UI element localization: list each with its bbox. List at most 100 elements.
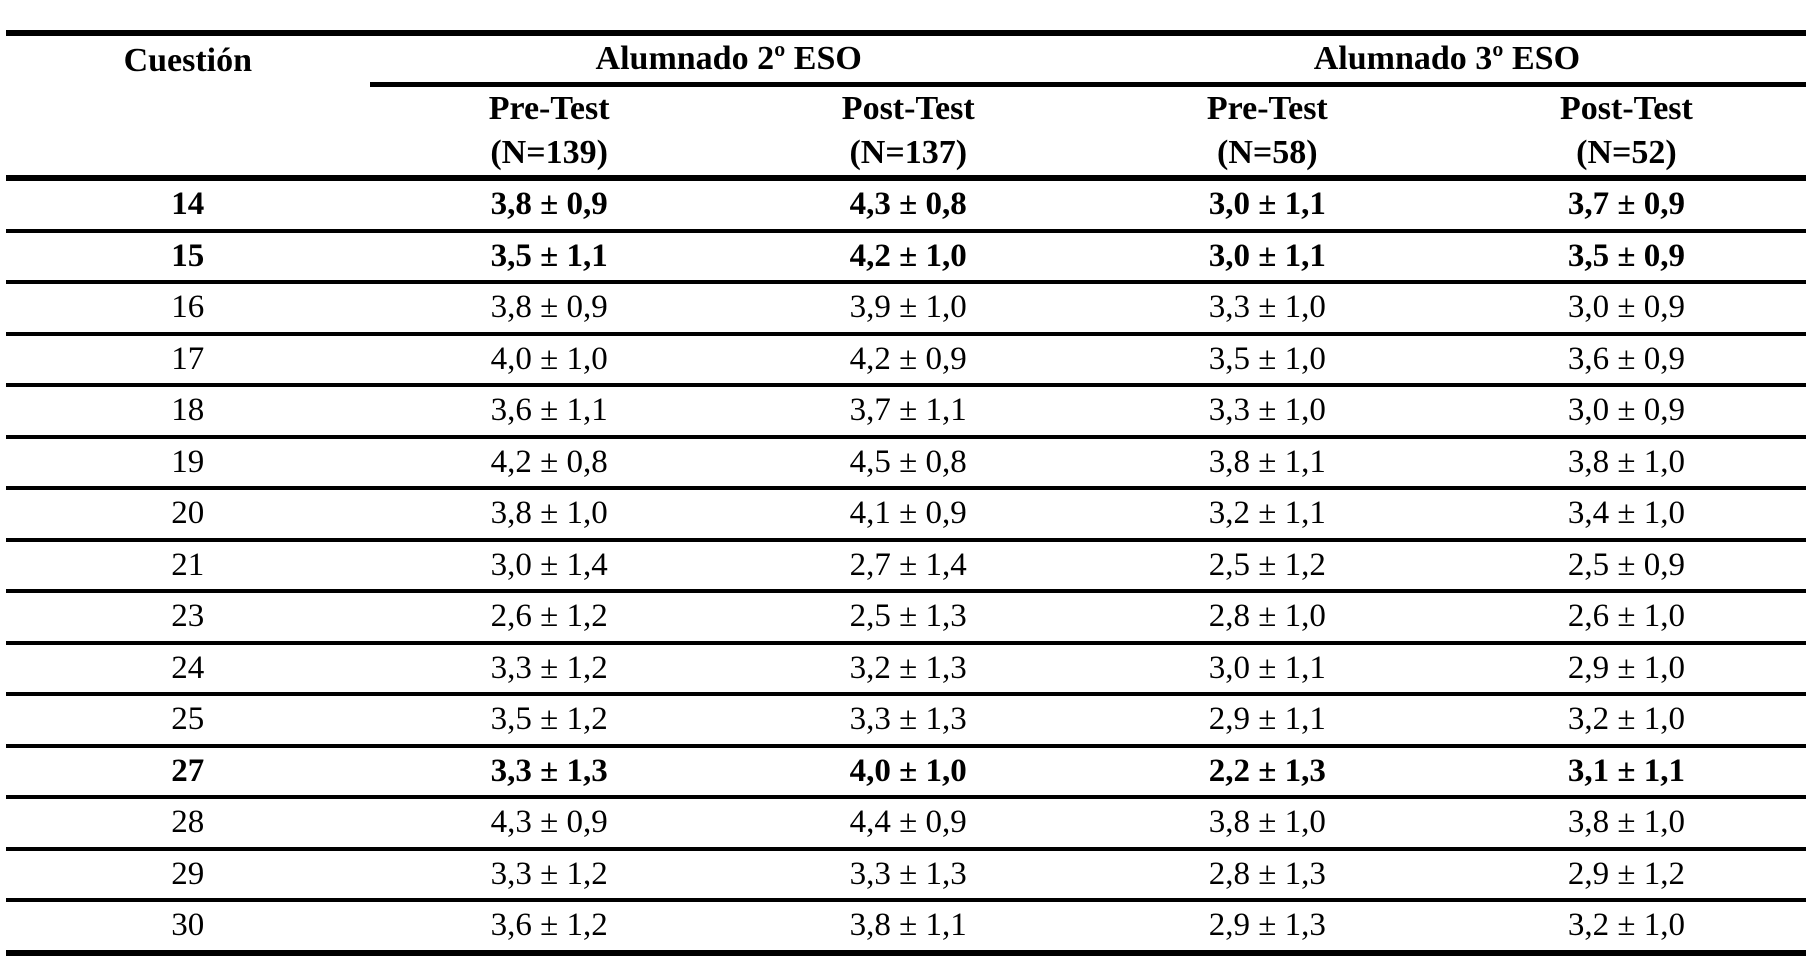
value-cell: 3,5 ± 1,2: [369, 694, 729, 748]
table-row: 23 2,6 ± 1,2 2,5 ± 1,3 2,8 ± 1,0 2,6 ± 1,0: [6, 591, 1806, 645]
column-header-posttest-2eso: Post-Test (N=137): [728, 84, 1088, 181]
question-cell: 14: [6, 178, 370, 233]
results-table: Cuestión Alumnado 2º ESO Alumnado 3º ESO…: [6, 30, 1806, 956]
value-cell: 3,8 ± 1,1: [1087, 436, 1447, 490]
table-row: 18 3,6 ± 1,1 3,7 ± 1,1 3,3 ± 1,0 3,0 ± 0,9: [6, 385, 1806, 439]
value-cell: 3,2 ± 1,0: [1446, 694, 1806, 748]
table-row: 30 3,6 ± 1,2 3,8 ± 1,1 2,9 ± 1,3 3,2 ± 1,0: [6, 900, 1806, 956]
value-cell: 3,2 ± 1,1: [1087, 488, 1447, 542]
value-cell: 4,3 ± 0,8: [728, 178, 1088, 233]
value-cell: 4,2 ± 0,8: [369, 436, 729, 490]
value-cell: 3,3 ± 1,3: [369, 745, 729, 799]
value-cell: 2,9 ± 1,1: [1087, 694, 1447, 748]
sub-header-label: Post-Test: [1560, 90, 1693, 128]
table-row: 24 3,3 ± 1,2 3,2 ± 1,3 3,0 ± 1,1 2,9 ± 1,0: [6, 642, 1806, 696]
value-cell: 3,0 ± 0,9: [1446, 282, 1806, 336]
value-cell: 3,8 ± 1,0: [1087, 797, 1447, 851]
column-header-pretest-2eso: Pre-Test (N=139): [369, 84, 729, 181]
value-cell: 2,5 ± 1,2: [1087, 539, 1447, 593]
question-cell: 30: [6, 900, 370, 956]
question-cell: 20: [6, 488, 370, 542]
value-cell: 2,9 ± 1,0: [1446, 642, 1806, 696]
value-cell: 3,2 ± 1,0: [1446, 900, 1806, 956]
value-cell: 3,3 ± 1,2: [369, 642, 729, 696]
value-cell: 3,8 ± 1,0: [369, 488, 729, 542]
column-header-posttest-3eso: Post-Test (N=52): [1446, 84, 1806, 181]
column-header-cuestion: Cuestión: [6, 33, 370, 181]
value-cell: 3,5 ± 1,1: [369, 230, 729, 284]
value-cell: 4,3 ± 0,9: [369, 797, 729, 851]
sub-header-n: (N=139): [490, 134, 608, 171]
group-header-2eso: Alumnado 2º ESO: [369, 33, 1088, 87]
question-cell: 21: [6, 539, 370, 593]
value-cell: 2,6 ± 1,0: [1446, 591, 1806, 645]
table-row: 20 3,8 ± 1,0 4,1 ± 0,9 3,2 ± 1,1 3,4 ± 1,0: [6, 488, 1806, 542]
value-cell: 3,8 ± 1,0: [1446, 436, 1806, 490]
table-row: 16 3,8 ± 0,9 3,9 ± 1,0 3,3 ± 1,0 3,0 ± 0,9: [6, 282, 1806, 336]
value-cell: 4,2 ± 0,9: [728, 333, 1088, 387]
value-cell: 3,0 ± 1,1: [1087, 230, 1447, 284]
question-cell: 29: [6, 848, 370, 902]
question-cell: 18: [6, 385, 370, 439]
table-body: 14 3,8 ± 0,9 4,3 ± 0,8 3,0 ± 1,1 3,7 ± 0,9 15…: [6, 178, 1806, 956]
value-cell: 3,8 ± 0,9: [369, 282, 729, 336]
table-row: 14 3,8 ± 0,9 4,3 ± 0,8 3,0 ± 1,1 3,7 ± 0,9: [6, 178, 1806, 233]
question-cell: 27: [6, 745, 370, 799]
table-row: 27 3,3 ± 1,3 4,0 ± 1,0 2,2 ± 1,3 3,1 ± 1,1: [6, 745, 1806, 799]
value-cell: 3,9 ± 1,0: [728, 282, 1088, 336]
value-cell: 2,7 ± 1,4: [728, 539, 1088, 593]
table-row: 19 4,2 ± 0,8 4,5 ± 0,8 3,8 ± 1,1 3,8 ± 1,0: [6, 436, 1806, 490]
value-cell: 4,0 ± 1,0: [728, 745, 1088, 799]
table-row: 15 3,5 ± 1,1 4,2 ± 1,0 3,0 ± 1,1 3,5 ± 0,9: [6, 230, 1806, 284]
value-cell: 2,2 ± 1,3: [1087, 745, 1447, 799]
value-cell: 4,4 ± 0,9: [728, 797, 1088, 851]
sub-header-label: Post-Test: [841, 90, 975, 128]
column-header-pretest-3eso: Pre-Test (N=58): [1087, 84, 1447, 181]
value-cell: 3,8 ± 1,1: [728, 900, 1088, 956]
sub-header-row: Pre-Test (N=139) Post-Test (N=137) Pre-T…: [6, 84, 1806, 181]
question-cell: 28: [6, 797, 370, 851]
value-cell: 3,8 ± 1,0: [1446, 797, 1806, 851]
value-cell: 3,1 ± 1,1: [1446, 745, 1806, 799]
value-cell: 3,3 ± 1,0: [1087, 385, 1447, 439]
sub-header-label: Pre-Test: [488, 90, 610, 128]
value-cell: 3,0 ± 1,1: [1087, 642, 1447, 696]
table-row: 25 3,5 ± 1,2 3,3 ± 1,3 2,9 ± 1,1 3,2 ± 1,0: [6, 694, 1806, 748]
question-cell: 16: [6, 282, 370, 336]
value-cell: 4,2 ± 1,0: [728, 230, 1088, 284]
value-cell: 3,3 ± 1,0: [1087, 282, 1447, 336]
value-cell: 2,9 ± 1,3: [1087, 900, 1447, 956]
value-cell: 3,7 ± 0,9: [1446, 178, 1806, 233]
question-cell: 23: [6, 591, 370, 645]
sub-header-n: (N=58): [1217, 134, 1318, 171]
table-row: 29 3,3 ± 1,2 3,3 ± 1,3 2,8 ± 1,3 2,9 ± 1,2: [6, 848, 1806, 902]
table-row: 17 4,0 ± 1,0 4,2 ± 0,9 3,5 ± 1,0 3,6 ± 0,9: [6, 333, 1806, 387]
value-cell: 3,6 ± 0,9: [1446, 333, 1806, 387]
sub-header-n: (N=137): [849, 134, 968, 171]
question-cell: 19: [6, 436, 370, 490]
value-cell: 4,0 ± 1,0: [369, 333, 729, 387]
value-cell: 2,8 ± 1,0: [1087, 591, 1447, 645]
sub-header-label: Pre-Test: [1206, 90, 1328, 128]
value-cell: 2,9 ± 1,2: [1446, 848, 1806, 902]
value-cell: 3,0 ± 0,9: [1446, 385, 1806, 439]
value-cell: 3,5 ± 0,9: [1446, 230, 1806, 284]
value-cell: 3,0 ± 1,4: [369, 539, 729, 593]
value-cell: 3,6 ± 1,2: [369, 900, 729, 956]
question-cell: 17: [6, 333, 370, 387]
value-cell: 3,6 ± 1,1: [369, 385, 729, 439]
table-row: 28 4,3 ± 0,9 4,4 ± 0,9 3,8 ± 1,0 3,8 ± 1,0: [6, 797, 1806, 851]
group-header-row: Cuestión Alumnado 2º ESO Alumnado 3º ESO: [6, 33, 1806, 181]
value-cell: 3,0 ± 1,1: [1087, 178, 1447, 233]
sub-header-n: (N=52): [1576, 134, 1677, 171]
value-cell: 3,8 ± 0,9: [369, 178, 729, 233]
value-cell: 3,3 ± 1,3: [728, 848, 1088, 902]
table-header: Cuestión Alumnado 2º ESO Alumnado 3º ESO…: [6, 33, 1806, 181]
value-cell: 3,3 ± 1,2: [369, 848, 729, 902]
value-cell: 3,7 ± 1,1: [728, 385, 1088, 439]
table-row: 21 3,0 ± 1,4 2,7 ± 1,4 2,5 ± 1,2 2,5 ± 0,9: [6, 539, 1806, 593]
value-cell: 3,3 ± 1,3: [728, 694, 1088, 748]
value-cell: 3,4 ± 1,0: [1446, 488, 1806, 542]
value-cell: 2,6 ± 1,2: [369, 591, 729, 645]
value-cell: 3,5 ± 1,0: [1087, 333, 1447, 387]
